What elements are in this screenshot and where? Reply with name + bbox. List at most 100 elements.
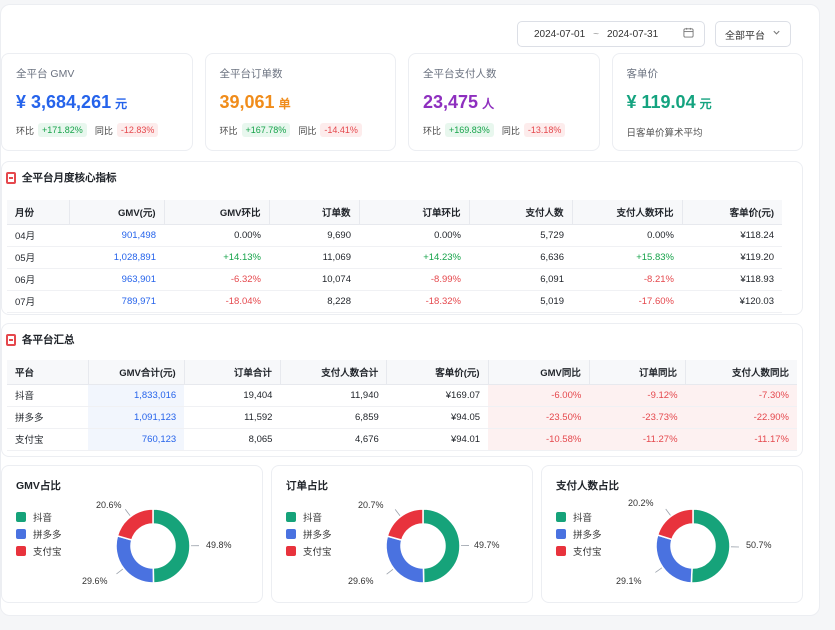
pie-slice-1[interactable] (690, 508, 731, 584)
column-header[interactable]: GMV合计(元) (88, 360, 185, 385)
section-title-text: 全平台月度核心指标 (22, 172, 117, 184)
monthly-table: 月份 GMV(元) GMV环比 订单数 订单环比 支付人数 支付人数环比 客单价… (7, 200, 782, 313)
platform-select[interactable]: 全部平台 (715, 21, 791, 47)
column-header[interactable]: 订单合计 (184, 360, 281, 385)
yoy-label: 同比 (298, 125, 317, 136)
kpi-value: ¥ 119.04 元 (627, 92, 789, 113)
pie-slice-1[interactable] (422, 508, 461, 584)
kpi-card-orders: 全平台订单数 39,061 单 环比 +167.78% 同比 -14.41% (204, 53, 396, 151)
slice-label: 20.6% (96, 500, 122, 510)
column-header[interactable]: GMV环比 (164, 200, 270, 225)
table-cell: -11.27% (589, 428, 686, 451)
leader-line (394, 509, 401, 516)
table-cell: 11,940 (280, 384, 387, 407)
slice-label: 29.1% (616, 576, 642, 586)
table-cell: 拼多多 (7, 406, 89, 429)
table-cell: 1,091,123 (88, 406, 185, 429)
column-header[interactable]: 客单价(元) (682, 200, 782, 225)
gmv-share-card: GMV占比 抖音 拼多多 支付宝 49.8% 29.6% 20.6% (1, 465, 263, 603)
date-end: 2024-07-31 (607, 28, 659, 40)
pie-slice-2[interactable] (115, 534, 155, 584)
legend-swatch (556, 511, 566, 522)
chart-legend: 抖音 拼多多 支付宝 (16, 508, 62, 559)
slice-label: 49.7% (474, 540, 500, 550)
table-cell: -18.04% (164, 290, 269, 313)
legend-item[interactable]: 支付宝 (556, 542, 602, 559)
table-cell: 1,028,891 (69, 246, 164, 269)
table-cell: -8.99% (359, 268, 469, 291)
table-row: 04月 901,498 0.00% 9,690 0.00% 5,729 0.00… (7, 224, 782, 247)
kpi-value: 39,061 单 (220, 92, 382, 113)
legend-label: 支付宝 (33, 546, 62, 558)
table-cell: 07月 (7, 290, 69, 313)
kpi-value-number: 23,475 (423, 92, 479, 112)
table-header-row: 月份 GMV(元) GMV环比 订单数 订单环比 支付人数 支付人数环比 客单价… (7, 200, 782, 225)
pie-slice-3[interactable] (386, 508, 424, 542)
column-header[interactable]: GMV同比 (488, 360, 590, 385)
pie-slice-1[interactable] (152, 508, 191, 584)
share-charts-row: GMV占比 抖音 拼多多 支付宝 49.8% 29.6% 20.6% 订单占比 … (1, 465, 803, 603)
legend-item[interactable]: 抖音 (16, 508, 62, 525)
table-cell: 19,404 (184, 384, 281, 407)
kpi-value: 23,475 人 (423, 92, 585, 113)
legend-item[interactable]: 支付宝 (16, 542, 62, 559)
pie-slice-2[interactable] (655, 534, 693, 584)
orders-share-card: 订单占比 抖音 拼多多 支付宝 49.7% 29.6% 20.7% (271, 465, 533, 603)
column-header[interactable]: 订单环比 (359, 200, 470, 225)
kpi-comparison: 环比 +171.82% 同比 -12.83% (16, 123, 178, 137)
table-row: 抖音 1,833,016 19,404 11,940 ¥169.07 -6.00… (7, 384, 797, 407)
column-header[interactable]: 订单数 (269, 200, 360, 225)
column-header[interactable]: 支付人数同比 (685, 360, 797, 385)
table-cell: 8,228 (269, 290, 359, 313)
table-cell: 5,019 (469, 290, 572, 313)
mom-badge: +169.83% (445, 123, 494, 137)
table-cell: 10,074 (269, 268, 359, 291)
slice-label: 29.6% (348, 576, 374, 586)
column-header[interactable]: 支付人数合计 (280, 360, 388, 385)
table-cell: 963,901 (69, 268, 164, 291)
date-range-picker[interactable]: 2024-07-01 ~ 2024-07-31 (517, 21, 705, 47)
column-header[interactable]: 支付人数环比 (572, 200, 683, 225)
column-header[interactable]: 订单同比 (589, 360, 687, 385)
pie-slice-3[interactable] (116, 508, 154, 541)
platform-table: 平台 GMV合计(元) 订单合计 支付人数合计 客单价(元) GMV同比 订单同… (7, 360, 797, 451)
table-row: 拼多多 1,091,123 11,592 6,859 ¥94.05 -23.50… (7, 406, 797, 429)
column-header[interactable]: 月份 (7, 200, 70, 225)
pie-slice-3[interactable] (656, 508, 694, 541)
yoy-label: 同比 (94, 125, 113, 136)
legend-item[interactable]: 拼多多 (16, 525, 62, 542)
legend-item[interactable]: 抖音 (556, 508, 602, 525)
kpi-label: 客单价 (626, 68, 659, 80)
table-cell: 5,729 (469, 224, 572, 247)
column-header[interactable]: 客单价(元) (386, 360, 489, 385)
table-cell: 抖音 (7, 384, 89, 407)
column-header[interactable]: 平台 (7, 360, 89, 385)
donut-chart (655, 508, 739, 584)
table-cell: ¥94.05 (386, 406, 489, 429)
column-header[interactable]: GMV(元) (69, 200, 165, 225)
legend-item[interactable]: 抖音 (286, 508, 332, 525)
filter-bar: 2024-07-01 ~ 2024-07-31 全部平台 (517, 21, 791, 47)
kpi-value-number: 39,061 (219, 92, 275, 112)
legend-swatch (286, 511, 296, 522)
table-cell: 6,636 (469, 246, 572, 269)
legend-item[interactable]: 拼多多 (286, 525, 332, 542)
legend-swatch (556, 528, 566, 539)
table-cell: 0.00% (572, 224, 682, 247)
table-cell: 6,091 (469, 268, 572, 291)
kpi-card-gmv: 全平台 GMV ¥ 3,684,261 元 环比 +171.82% 同比 -12… (1, 53, 193, 151)
table-cell: -17.60% (572, 290, 682, 313)
table-cell: -8.21% (572, 268, 682, 291)
table-cell: 789,971 (69, 290, 164, 313)
donut-chart (385, 508, 470, 584)
pie-slice-2[interactable] (385, 535, 425, 584)
yoy-badge: -13.18% (523, 123, 566, 137)
leader-line (116, 568, 124, 575)
kpi-label: 全平台 GMV (16, 68, 75, 80)
legend-item[interactable]: 拼多多 (556, 525, 602, 542)
legend-item[interactable]: 支付宝 (286, 542, 332, 559)
platform-summary-section: 各平台汇总 平台 GMV合计(元) 订单合计 支付人数合计 客单价(元) GMV… (1, 323, 803, 457)
column-header[interactable]: 支付人数 (469, 200, 573, 225)
mom-badge: +171.82% (38, 123, 87, 137)
chart-title: 订单占比 (286, 480, 328, 492)
